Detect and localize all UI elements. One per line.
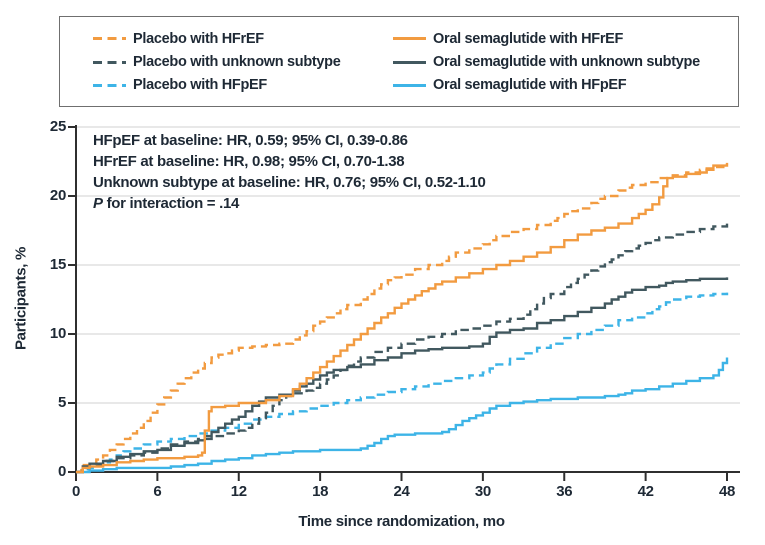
legend-label: Placebo with HFpEF — [133, 77, 267, 94]
x-tick-label: 6 — [153, 483, 162, 500]
annotation-line-p-value: P for interaction = .14 — [93, 193, 486, 214]
y-tick-label: 25 — [49, 118, 66, 135]
x-tick-label: 0 — [71, 483, 81, 500]
x-tick-label: 48 — [718, 483, 736, 500]
annotation-line: HFpEF at baseline: HR, 0.59; 95% CI, 0.3… — [93, 132, 408, 149]
y-tick-label: 10 — [49, 325, 66, 342]
series-line-dashed — [76, 292, 729, 474]
legend-item: Placebo with HFpEF — [93, 77, 393, 93]
x-tick-label: 42 — [637, 483, 654, 500]
solid-line-swatch — [393, 83, 426, 87]
series-line-solid — [76, 277, 729, 474]
legend-item: Placebo with unknown subtype — [93, 54, 393, 70]
x-tick-label: 36 — [556, 483, 573, 500]
y-tick-label: 0 — [57, 463, 66, 480]
p-symbol: P — [93, 195, 103, 212]
legend-label: Placebo with HFrEF — [133, 30, 264, 47]
hazard-ratio-annotation: HFpEF at baseline: HR, 0.59; 95% CI, 0.3… — [93, 130, 486, 214]
annotation-line: HFrEF at baseline: HR, 0.98; 95% CI, 0.7… — [93, 153, 405, 170]
legend: Placebo with HFrEF Oral semaglutide with… — [59, 16, 739, 107]
x-tick-label: 30 — [474, 483, 491, 500]
y-tick-label: 15 — [49, 256, 66, 273]
legend-label: Placebo with unknown subtype — [133, 54, 341, 71]
series-line-solid — [76, 357, 729, 474]
p-value-text: for interaction = .14 — [102, 195, 240, 212]
y-axis-title: Participants, % — [12, 246, 30, 351]
y-tick-label: 20 — [49, 187, 66, 204]
solid-line-swatch — [393, 60, 426, 64]
legend-item: Oral semaglutide with unknown subtype — [393, 54, 738, 70]
legend-label: Oral semaglutide with HFpEF — [433, 77, 627, 94]
series-line-dashed — [76, 223, 729, 474]
legend-item: Oral semaglutide with HFrEF — [393, 31, 738, 47]
dashed-line-swatch — [93, 83, 126, 87]
solid-line-swatch — [393, 37, 426, 41]
series-line-dashed — [76, 164, 729, 474]
x-axis-title: Time since randomization, mo — [298, 513, 505, 530]
x-tick-label: 24 — [393, 483, 410, 500]
legend-item: Placebo with HFrEF — [93, 31, 393, 47]
legend-item: Oral semaglutide with HFpEF — [393, 77, 738, 93]
legend-label: Oral semaglutide with unknown subtype — [433, 54, 700, 71]
dashed-line-swatch — [93, 60, 126, 64]
series-line-solid — [76, 162, 729, 474]
annotation-line: Unknown subtype at baseline: HR, 0.76; 9… — [93, 174, 486, 191]
legend-label: Oral semaglutide with HFrEF — [433, 30, 624, 47]
dashed-line-swatch — [93, 37, 126, 41]
x-tick-label: 18 — [312, 483, 329, 500]
y-tick-label: 5 — [57, 394, 66, 411]
x-tick-label: 12 — [230, 483, 247, 500]
